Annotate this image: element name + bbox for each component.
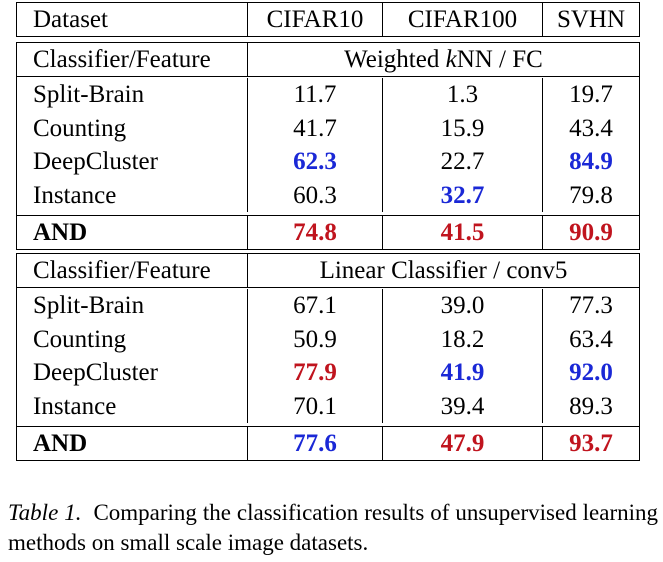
caption-text: Comparing the classification results of … [8,500,658,555]
header-row: Dataset CIFAR10 CIFAR100 SVHN [17,3,639,36]
linear-method-title: Linear Classifier / conv5 [247,254,639,287]
header-table: Dataset CIFAR10 CIFAR100 SVHN [16,2,640,37]
row-method-name: DeepCluster [33,148,158,175]
row-method-name: Counting [33,114,127,142]
knn-method-title: Weighted kNN / FC [247,43,639,76]
cell-cifar10: 70.1 [247,389,382,423]
col-header-svhn: SVHN [542,3,639,36]
cell-svhn-best: 93.7 [569,430,613,457]
linear-rows: Split-Brain 67.1 39.0 77.3 Counting 50.9… [17,287,639,426]
linear-section-header: Classifier/Feature Linear Classifier / c… [17,254,639,287]
cell-cifar10: 41.7 [247,111,382,145]
feature-label: Classifier/Feature [33,46,211,73]
cell-svhn-best: 90.9 [569,219,613,246]
cell-cifar100: 18.2 [382,322,542,356]
linear-table: Classifier/Feature Linear Classifier / c… [16,253,640,461]
cell-cifar100: 39.0 [382,289,542,323]
table-row: Split-Brain 67.1 39.0 77.3 [17,289,639,323]
cell-cifar100-second-best: 32.7 [440,181,485,209]
cell-cifar10: 67.1 [247,289,382,323]
row-method-name: Counting [33,325,127,353]
cell-cifar100: 15.9 [382,111,542,145]
caption-label: Table 1. [8,500,82,525]
cell-cifar10-best: 74.8 [293,219,337,246]
table-row: Instance 70.1 39.4 89.3 [17,389,639,423]
table-row: Counting 41.7 15.9 43.4 [17,111,639,145]
method-prefix: Weighted [344,46,446,73]
cell-cifar100-best: 41.5 [440,219,485,246]
row-method-name: Split-Brain [33,292,145,319]
cell-cifar100-best: 47.9 [440,430,485,457]
cell-cifar100: 1.3 [382,78,542,112]
cell-svhn: 19.7 [542,78,639,112]
row-method-name: DeepCluster [33,359,158,386]
cell-cifar10: 60.3 [247,178,382,212]
and-method-name: AND [33,430,88,457]
table-row: Counting 50.9 18.2 63.4 [17,322,639,356]
knn-rows: Split-Brain 11.7 1.3 19.7 Counting 41.7 … [17,76,639,215]
cell-svhn: 89.3 [542,389,639,423]
col-header-cifar100: CIFAR100 [382,3,542,36]
method-k: k [445,46,457,73]
cell-cifar10-second-best: 77.6 [293,430,337,457]
cell-cifar100: 39.4 [382,389,542,423]
knn-section-header: Classifier/Feature Weighted kNN / FC [17,43,639,76]
table-row: Instance 60.3 32.7 79.8 [17,178,639,212]
table-row: DeepCluster 77.9 41.9 92.0 [17,356,639,390]
cell-cifar10-best: 77.9 [293,359,337,386]
row-method-name: Instance [33,392,117,420]
cell-svhn-second-best: 92.0 [569,359,613,386]
dataset-header: Dataset [33,6,108,33]
method-suffix: NN / FC [456,46,543,73]
cell-svhn: 43.4 [542,111,639,145]
cell-cifar10-second-best: 62.3 [293,148,337,175]
cell-svhn-second-best: 84.9 [569,148,613,175]
table-caption: Table 1. Comparing the classification re… [8,498,658,558]
and-row: AND 74.8 41.5 90.9 [17,215,639,249]
row-method-name: Split-Brain [33,81,145,108]
cell-svhn: 63.4 [542,322,639,356]
cell-svhn: 79.8 [542,178,639,212]
cell-cifar10: 11.7 [247,78,382,112]
cell-cifar10: 50.9 [247,322,382,356]
cell-cifar100-second-best: 41.9 [440,359,485,386]
table-row: Split-Brain 11.7 1.3 19.7 [17,78,639,112]
cell-cifar100: 22.7 [382,145,542,179]
table-row: DeepCluster 62.3 22.7 84.9 [17,145,639,179]
and-method-name: AND [33,219,88,246]
col-header-cifar10: CIFAR10 [247,3,382,36]
feature-label: Classifier/Feature [33,257,211,284]
and-row: AND 77.6 47.9 93.7 [17,426,639,460]
cell-svhn: 77.3 [542,289,639,323]
knn-table: Classifier/Feature Weighted kNN / FC Spl… [16,42,640,250]
row-method-name: Instance [33,181,117,209]
